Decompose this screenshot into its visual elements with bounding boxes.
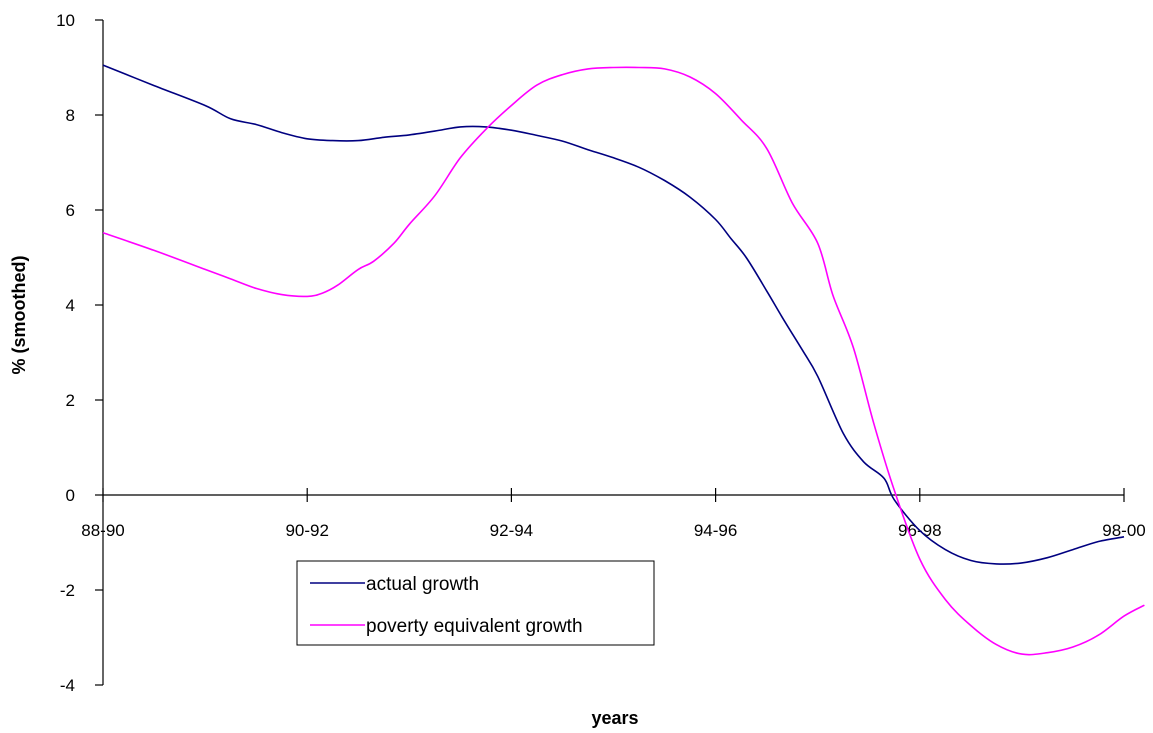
series-layer (102, 64, 1145, 656)
legend-label-actual-growth: actual growth (366, 574, 479, 595)
y-tick-label: 6 (66, 201, 75, 220)
y-tick-label: 4 (66, 296, 75, 315)
x-axis-title: years (591, 708, 638, 728)
y-tick-label: -4 (60, 676, 75, 695)
x-tick-label: 90-92 (285, 521, 328, 540)
y-tick-label: -2 (60, 581, 75, 600)
legend-box (296, 560, 655, 646)
x-tick-label: 88-90 (81, 521, 124, 540)
legend: actual growth poverty equivalent growth (296, 560, 655, 646)
y-tick-label: 2 (66, 391, 75, 410)
x-tick-label: 92-94 (490, 521, 533, 540)
y-axis-ticks: -4 -2 0 2 4 6 8 10 (56, 11, 103, 695)
y-axis-title: % (smoothed) (9, 255, 29, 374)
x-tick-label: 94-96 (694, 521, 737, 540)
y-tick-label: 0 (66, 486, 75, 505)
x-tick-label: 98-00 (1102, 521, 1145, 540)
series-line-actual-growth (102, 64, 1125, 565)
y-tick-label: 8 (66, 106, 75, 125)
series-line-poverty-equivalent-growth (102, 66, 1145, 656)
x-axis-ticks: 88-90 90-92 92-94 94-96 96-98 98-00 (81, 488, 1146, 540)
y-tick-label: 10 (56, 11, 75, 30)
legend-label-poverty-equivalent-growth: poverty equivalent growth (366, 616, 583, 637)
